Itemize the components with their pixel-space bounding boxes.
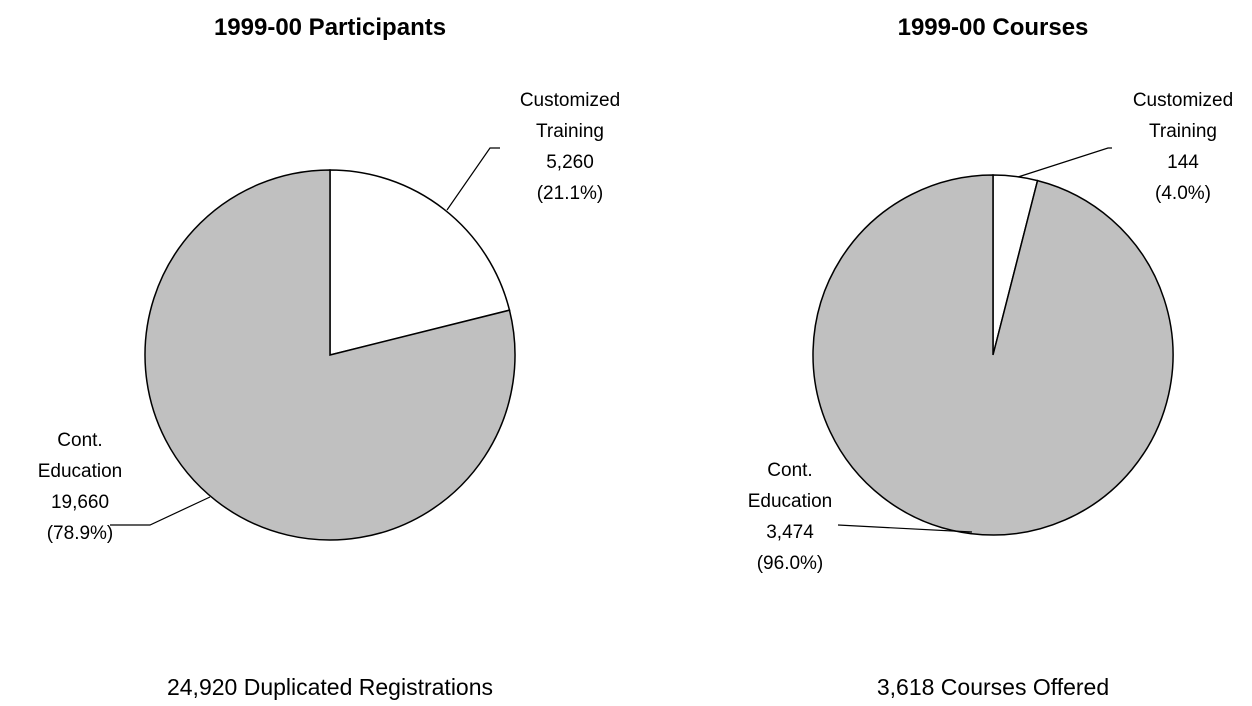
pie-slice <box>329 169 511 356</box>
pie-slice <box>812 174 1174 536</box>
leader-line <box>446 147 500 211</box>
caption: 24,920 Duplicated Registrations <box>166 674 494 700</box>
pie-slice <box>144 169 516 541</box>
percent-label: (4.0%) <box>1155 183 1211 204</box>
value-label: 144 <box>1167 152 1199 173</box>
leader-line <box>1017 147 1112 178</box>
category-label: Customized Training <box>519 90 621 142</box>
percent-label: (21.1%) <box>536 183 604 204</box>
value-label: 3,474 <box>766 522 814 543</box>
percent-label: (96.0%) <box>756 553 824 574</box>
chart-title: 1999-00 Participants <box>213 14 447 41</box>
caption: 3,618 Courses Offered <box>876 674 1110 700</box>
leader-line <box>110 496 211 526</box>
slice-label: Customized Training 5,260 (21.1%) <box>495 85 645 209</box>
value-label: 19,660 <box>50 492 110 513</box>
slice-label: Customized Training 144 (4.0%) <box>1108 85 1252 209</box>
category-label: Cont. Education <box>747 460 833 512</box>
category-label: Customized Training <box>1132 90 1234 142</box>
category-label: Cont. Education <box>37 430 123 482</box>
slice-label: Cont. Education 19,660 (78.9%) <box>25 425 135 549</box>
value-label: 5,260 <box>546 152 594 173</box>
slice-label: Cont. Education 3,474 (96.0%) <box>735 455 845 579</box>
chart-title: 1999-00 Courses <box>897 14 1089 41</box>
percent-label: (78.9%) <box>46 523 114 544</box>
leader-line <box>837 524 973 533</box>
